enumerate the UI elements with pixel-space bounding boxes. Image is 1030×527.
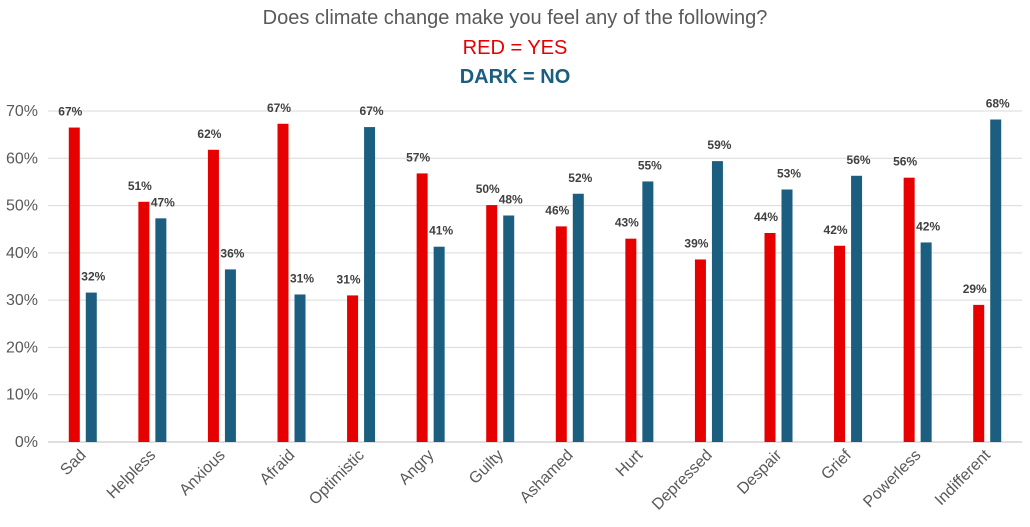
x-tick-label: Optimistic bbox=[306, 447, 368, 509]
bar-no-helpless bbox=[155, 218, 167, 442]
bar-no-powerless bbox=[920, 242, 932, 442]
data-label: 43% bbox=[615, 216, 639, 230]
data-label: 42% bbox=[824, 223, 848, 237]
data-label: 31% bbox=[337, 272, 361, 286]
data-label: 29% bbox=[963, 282, 987, 296]
bar-yes-hurt bbox=[625, 238, 637, 442]
x-tick-label: Grief bbox=[818, 446, 855, 483]
x-tick-label: Helpless bbox=[104, 447, 159, 502]
bar-no-indifferent bbox=[990, 119, 1002, 443]
data-label: 31% bbox=[290, 271, 314, 285]
y-tick-label: 40% bbox=[6, 245, 38, 262]
data-label: 52% bbox=[568, 171, 592, 185]
bar-no-despair bbox=[781, 189, 793, 442]
y-tick-label: 10% bbox=[6, 387, 38, 404]
x-tick-label: Indifferent bbox=[932, 446, 995, 509]
x-tick-label: Hurt bbox=[613, 446, 647, 480]
x-tick-label: Guilty bbox=[466, 447, 507, 488]
bar-no-afraid bbox=[294, 294, 306, 442]
legend-yes-label: RED = YES bbox=[462, 37, 568, 59]
y-tick-label: 60% bbox=[6, 150, 38, 167]
data-label: 67% bbox=[360, 104, 384, 118]
bar-yes-sad bbox=[68, 127, 80, 443]
bar-yes-anxious bbox=[207, 149, 219, 442]
bar-yes-ashamed bbox=[555, 226, 567, 442]
bar-no-depressed bbox=[711, 161, 723, 442]
bar-no-anxious bbox=[224, 269, 236, 442]
data-label: 56% bbox=[847, 153, 871, 167]
bar-yes-despair bbox=[764, 232, 776, 442]
bar-no-grief bbox=[851, 175, 863, 442]
legend-no-label: DARK = NO bbox=[459, 66, 571, 88]
bar-yes-afraid bbox=[277, 123, 289, 442]
data-label: 56% bbox=[893, 155, 917, 169]
x-tick-label: Afraid bbox=[257, 447, 299, 489]
y-tick-label: 20% bbox=[6, 339, 38, 356]
x-tick-label: Anxious bbox=[176, 447, 228, 499]
data-label: 46% bbox=[545, 203, 569, 217]
x-tick-label: Sad bbox=[57, 447, 89, 479]
data-label: 59% bbox=[707, 138, 731, 152]
bar-yes-powerless bbox=[903, 177, 915, 442]
x-tick-label: Powerless bbox=[860, 447, 924, 511]
bar-no-hurt bbox=[642, 181, 654, 442]
bar-no-optimistic bbox=[364, 127, 376, 442]
y-tick-label: 0% bbox=[15, 434, 38, 451]
data-label: 67% bbox=[267, 101, 291, 115]
data-label: 42% bbox=[916, 219, 940, 233]
x-tick-label: Ashamed bbox=[517, 447, 577, 507]
bar-yes-grief bbox=[834, 245, 846, 442]
bar-no-sad bbox=[85, 292, 97, 442]
y-tick-label: 30% bbox=[6, 292, 38, 309]
data-label: 51% bbox=[128, 179, 152, 193]
bar-no-angry bbox=[433, 246, 445, 442]
bar-no-ashamed bbox=[572, 193, 584, 442]
data-label: 55% bbox=[638, 158, 662, 172]
data-label: 67% bbox=[58, 105, 82, 119]
data-label: 68% bbox=[986, 97, 1010, 111]
data-label: 50% bbox=[476, 182, 500, 196]
x-tick-label: Angry bbox=[396, 447, 438, 489]
bar-no-guilty bbox=[503, 215, 515, 442]
x-tick-label: Despair bbox=[734, 446, 785, 497]
chart-title: Does climate change make you feel any of… bbox=[262, 7, 768, 29]
bar-yes-optimistic bbox=[347, 295, 359, 442]
data-label: 41% bbox=[429, 224, 453, 238]
data-label: 62% bbox=[197, 127, 221, 141]
bar-yes-depressed bbox=[694, 259, 706, 442]
data-label: 47% bbox=[151, 195, 175, 209]
data-label: 44% bbox=[754, 210, 778, 224]
data-label: 39% bbox=[684, 236, 708, 250]
data-label: 48% bbox=[499, 193, 523, 207]
data-label: 57% bbox=[406, 150, 430, 164]
bar-yes-angry bbox=[416, 173, 428, 442]
y-tick-label: 50% bbox=[6, 198, 38, 215]
bar-yes-guilty bbox=[486, 205, 498, 442]
y-tick-label: 70% bbox=[6, 103, 38, 120]
data-label: 36% bbox=[220, 246, 244, 260]
bar-yes-helpless bbox=[138, 201, 150, 442]
x-tick-label: Depressed bbox=[649, 447, 716, 514]
data-label: 53% bbox=[777, 166, 801, 180]
bar-yes-indifferent bbox=[973, 304, 985, 442]
data-label: 32% bbox=[81, 270, 105, 284]
